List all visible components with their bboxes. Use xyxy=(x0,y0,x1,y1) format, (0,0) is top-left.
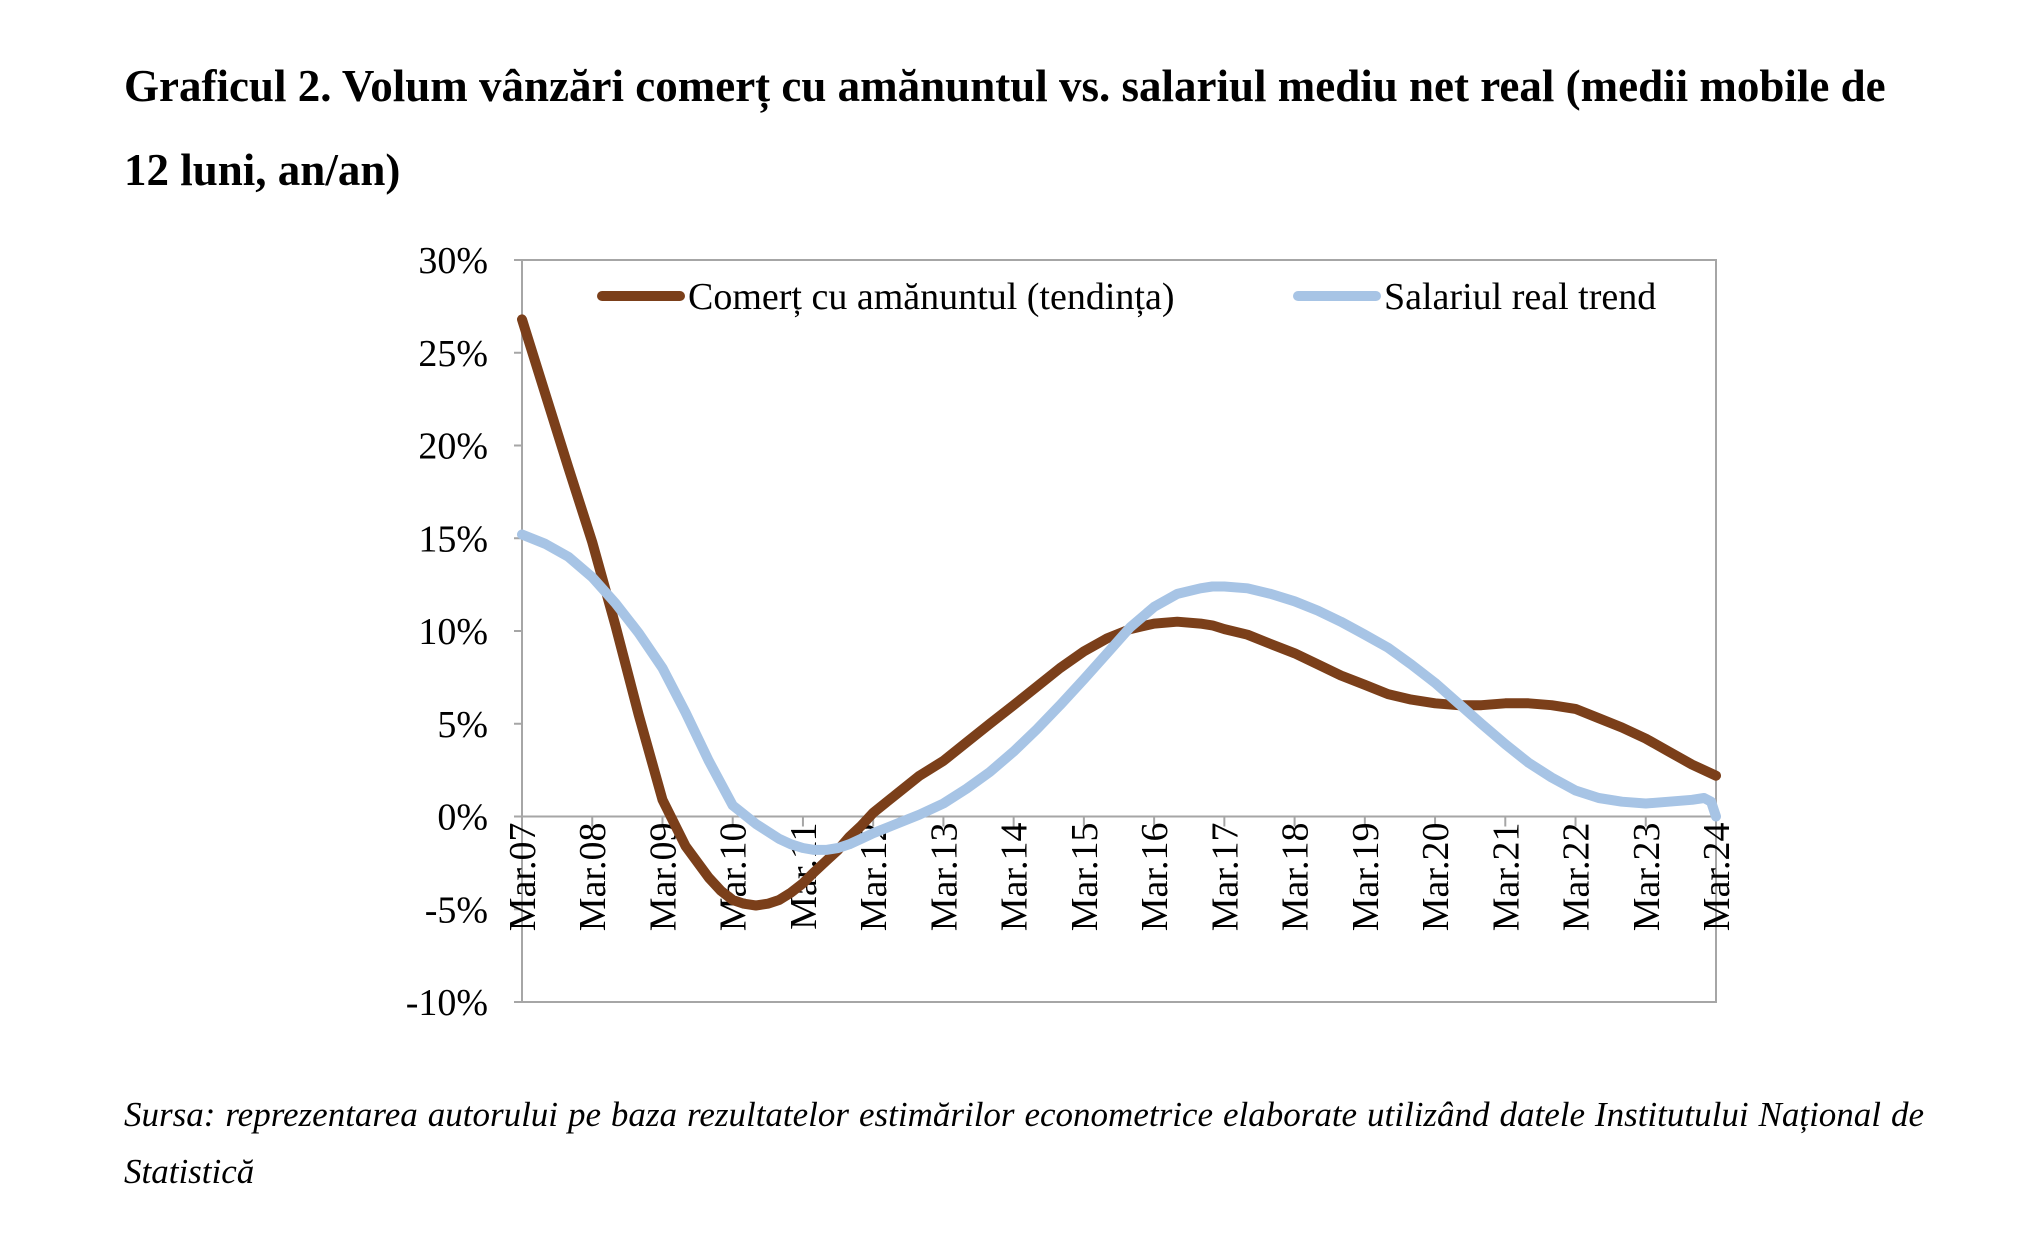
x-tick-label: Mar.14 xyxy=(994,823,1036,932)
y-tick-label: 5% xyxy=(437,704,488,746)
legend-label-retail-trade: Comerț cu amănuntul (tendința) xyxy=(688,276,1174,318)
x-tick-label: Mar.07 xyxy=(502,823,544,932)
y-tick-label: 20% xyxy=(418,426,488,468)
x-tick-label: Mar.16 xyxy=(1134,823,1176,932)
series-line-retail-trade xyxy=(517,314,1721,911)
y-tick-label: 0% xyxy=(437,797,488,839)
x-tick-label: Mar.23 xyxy=(1626,823,1668,932)
y-tick-label: -10% xyxy=(406,982,488,1024)
x-tick-label: Mar.24 xyxy=(1696,823,1738,932)
x-tick-label: Mar.17 xyxy=(1204,823,1246,932)
series-layer xyxy=(517,314,1721,911)
y-tick-label: 15% xyxy=(418,518,488,560)
x-tick-label: Mar.19 xyxy=(1345,823,1387,932)
x-tick-label: Mar.13 xyxy=(923,823,965,932)
legend-label-real-wage: Salariul real trend xyxy=(1384,276,1656,318)
x-axis-ticks: Mar.07 Mar.08 Mar.09 Mar.10 Mar.11 Mar.12 Mar.… xyxy=(502,816,1738,932)
y-tick-label: 25% xyxy=(418,333,488,375)
x-tick-label: Mar.08 xyxy=(572,823,614,932)
chart-legend: Comerț cu amănuntul (tendința) Salariul r… xyxy=(597,276,1656,318)
source-note: Sursa: reprezentarea autorului pe baza r… xyxy=(124,1095,1924,1191)
x-tick-label: Mar.15 xyxy=(1064,823,1106,932)
y-axis-ticks: 30% 25% 20% 15% 10% 5% 0% -5% -10% xyxy=(406,240,522,1024)
x-tick-label: Mar.18 xyxy=(1275,823,1317,932)
y-tick-label: -5% xyxy=(425,889,488,931)
figure-title: Graficul 2. Volum vânzări comerț cu amăn… xyxy=(124,61,1886,195)
x-tick-label: Mar.10 xyxy=(713,823,755,932)
y-tick-label: 30% xyxy=(418,240,488,282)
series-line-real-wage xyxy=(517,529,1721,855)
y-tick-label: 10% xyxy=(418,611,488,653)
x-tick-label: Mar.21 xyxy=(1485,823,1527,932)
x-tick-label: Mar.22 xyxy=(1556,823,1598,932)
x-tick-label: Mar.20 xyxy=(1415,823,1457,932)
